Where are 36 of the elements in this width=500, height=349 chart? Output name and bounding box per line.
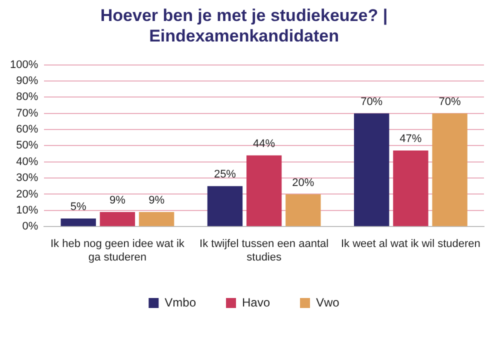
bar	[393, 150, 428, 226]
data-label: 70%	[360, 96, 383, 108]
data-label: 20%	[292, 176, 314, 189]
y-tick-label: 50%	[16, 140, 38, 152]
bar	[286, 194, 321, 226]
bar	[138, 212, 174, 226]
bar	[207, 186, 243, 226]
bar	[60, 218, 96, 226]
bar	[100, 212, 136, 226]
legend-label: Havo	[242, 295, 270, 310]
y-tick-label: 90%	[16, 75, 38, 88]
y-tick-label: 0%	[22, 220, 38, 233]
y-tick-label: 10%	[16, 204, 38, 216]
y-tick-label: 80%	[16, 91, 38, 104]
data-label: 5%	[70, 201, 87, 214]
data-label: 70%	[438, 96, 462, 108]
data-label: 9%	[109, 194, 126, 207]
y-tick-label: 30%	[16, 172, 38, 184]
bar	[354, 113, 390, 226]
data-label: 47%	[400, 133, 422, 146]
x-tick-label: Ik weet al wat ik wil studeren	[340, 238, 480, 250]
data-label: 25%	[214, 168, 236, 181]
bar	[246, 155, 282, 226]
data-label: 9%	[148, 194, 165, 207]
data-label: 44%	[253, 138, 276, 150]
y-tick-label: 20%	[16, 188, 38, 200]
y-tick-label: 100%	[10, 58, 38, 71]
y-tick-label: 60%	[16, 124, 38, 136]
bar	[432, 113, 468, 226]
legend-label: Vmbo	[164, 295, 196, 310]
y-tick-label: 40%	[16, 156, 38, 168]
x-tick-label: Ik heb nog geen idee wat ik ga studeren	[50, 238, 185, 264]
x-tick-label: Ik twijfel tussen een aantal studies	[200, 238, 329, 264]
chart-title: Hoever ben je met je studiekeuze? | Eindexamenkandidaten	[100, 6, 388, 46]
legend-label: Vwo	[316, 295, 340, 310]
y-tick-label: 70%	[16, 107, 38, 120]
